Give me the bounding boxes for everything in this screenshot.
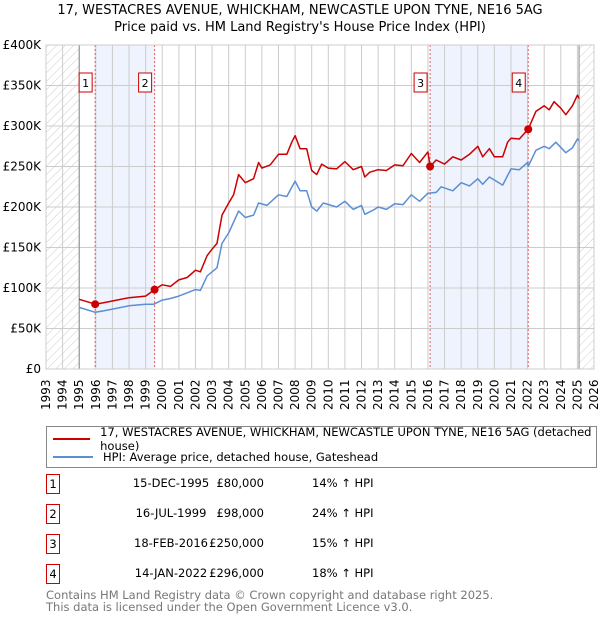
x-tick-label: 2010 (321, 379, 335, 410)
x-tick-label: 2018 (454, 379, 468, 410)
sale-marker-label: 3 (417, 77, 424, 90)
x-tick-label: 2002 (188, 379, 202, 410)
x-tick-label: 1997 (105, 379, 119, 410)
hpi-line (78, 138, 580, 314)
transaction-number: 2 (46, 504, 60, 524)
property-price-line (78, 94, 580, 305)
x-tick-label: 2006 (255, 379, 269, 410)
y-tick-label: £0 (26, 362, 41, 376)
transaction-price: £98,000 (216, 506, 264, 520)
sale-marker-label: 2 (142, 77, 149, 90)
x-tick-label: 2023 (537, 379, 551, 410)
x-tick-label: 2024 (554, 379, 568, 410)
y-tick-label: £50K (10, 322, 42, 336)
x-tick-label: 2026 (587, 379, 600, 410)
x-tick-label: 2016 (421, 379, 435, 410)
legend-blue-swatch (53, 456, 93, 458)
x-tick-label: 1996 (89, 379, 103, 410)
plot-border (45, 44, 595, 370)
price-chart: 1993 1994 1995 1996 1997 1998 1999 2000 2001 2002… (3, 38, 600, 410)
chart-title-line2: Price paid vs. HM Land Registry's House … (114, 20, 486, 35)
legend-red-swatch (53, 438, 91, 440)
y-tick-label: £150K (3, 241, 43, 255)
x-tick-label: 2014 (388, 379, 402, 410)
x-tick-label: 2007 (271, 379, 285, 410)
transaction-hpi: 15% ↑ HPI (312, 536, 374, 550)
transaction-price: £250,000 (209, 536, 264, 550)
x-tick-label: 2012 (355, 379, 369, 410)
transaction-row: 3 18-FEB-2016 £250,000 15% ↑ HPI (46, 534, 600, 554)
sale-marker-label: 4 (515, 77, 522, 90)
transaction-row: 4 14-JAN-2022 £296,000 18% ↑ HPI (46, 564, 600, 584)
sale-marker-box (511, 72, 526, 93)
chart-title-line1: 17, WESTACRES AVENUE, WHICKHAM, NEWCASTL… (57, 3, 543, 18)
x-tick-label: 2004 (222, 379, 236, 410)
transaction-date: 15-DEC-1995 (132, 476, 210, 490)
x-tick-label: 1995 (72, 379, 86, 410)
sale-marker-label: 1 (82, 77, 89, 90)
y-tick-label: £300K (3, 119, 43, 133)
x-tick-label: 2000 (155, 379, 169, 410)
y-tick-label: £200K (3, 200, 43, 214)
legend: 17, WESTACRES AVENUE, WHICKHAM, NEWCASTL… (46, 425, 597, 468)
transaction-row: 2 16-JUL-1999 £98,000 24% ↑ HPI (46, 504, 600, 524)
sale-point (524, 125, 533, 134)
transaction-date: 18-FEB-2016 (134, 536, 208, 550)
x-tick-label: 2011 (338, 379, 352, 410)
x-tick-label: 2022 (521, 379, 535, 410)
footer-copyright: Contains HM Land Registry data © Crown c… (46, 588, 494, 602)
x-tick-label: 1994 (56, 379, 70, 410)
x-tick-label: 2025 (570, 379, 584, 410)
transaction-hpi: 24% ↑ HPI (312, 506, 374, 520)
legend-label-hpi: HPI: Average price, detached house, Gate… (103, 450, 379, 464)
footer-licence: This data is licensed under the Open Gov… (46, 600, 413, 614)
x-tick-label: 2009 (305, 379, 319, 410)
sale-marker-box (138, 72, 153, 93)
x-tick-label: 2003 (205, 379, 219, 410)
sale-marker-box (413, 72, 428, 93)
transaction-hpi: 14% ↑ HPI (312, 476, 374, 490)
legend-item-hpi: HPI: Average price, detached house, Gate… (53, 449, 378, 465)
sale-point (426, 162, 435, 171)
x-tick-label: 1998 (122, 379, 136, 410)
y-tick-label: £250K (3, 160, 43, 174)
transaction-price: £296,000 (209, 566, 264, 580)
transaction-number: 1 (46, 474, 60, 494)
transaction-date: 16-JUL-1999 (135, 506, 207, 520)
y-tick-label: £100K (3, 281, 43, 295)
transaction-hpi: 18% ↑ HPI (312, 566, 374, 580)
x-tick-label: 2017 (438, 379, 452, 410)
transaction-price: £80,000 (216, 476, 264, 490)
legend-label-property: 17, WESTACRES AVENUE, WHICKHAM, NEWCASTL… (100, 425, 592, 453)
y-tick-label: £350K (3, 79, 43, 93)
x-tick-label: 2013 (371, 379, 385, 410)
x-tick-label: 2015 (404, 379, 418, 410)
x-tick-label: 1999 (139, 379, 153, 410)
transaction-date: 14-JAN-2022 (134, 566, 208, 580)
x-tick-label: 1993 (39, 379, 53, 410)
y-tick-label: £400K (3, 38, 43, 52)
x-tick-label: 2021 (504, 379, 518, 410)
x-tick-label: 2005 (238, 379, 252, 410)
sale-point (91, 300, 100, 309)
transaction-number: 3 (46, 534, 60, 554)
sale-marker-box (78, 72, 93, 93)
transaction-number: 4 (46, 564, 60, 584)
sale-point (150, 285, 159, 294)
x-tick-label: 2001 (172, 379, 186, 410)
transaction-row: 1 15-DEC-1995 £80,000 14% ↑ HPI (46, 474, 600, 494)
legend-item-property: 17, WESTACRES AVENUE, WHICKHAM, NEWCASTL… (53, 425, 596, 453)
x-tick-label: 2020 (487, 379, 501, 410)
x-tick-label: 2008 (288, 379, 302, 410)
x-tick-label: 2019 (471, 379, 485, 410)
